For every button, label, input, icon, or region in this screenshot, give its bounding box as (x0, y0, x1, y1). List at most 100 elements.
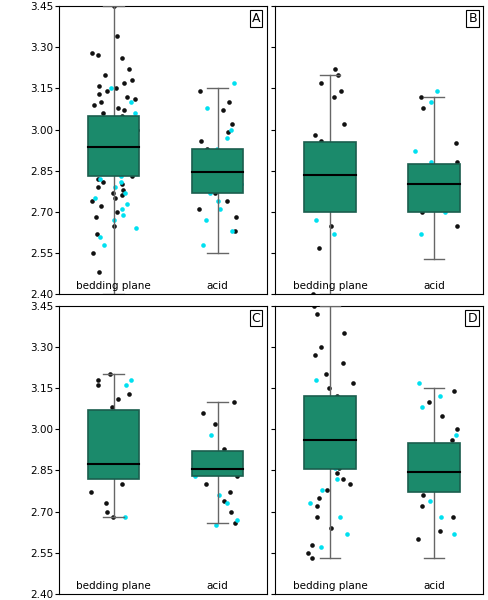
Point (323, 485, 331, 494)
Point (95, 375, 102, 385)
Point (109, 119, 117, 129)
Point (196, 86, 203, 96)
Point (118, 479, 125, 489)
Point (453, 221, 461, 230)
Point (99, 177, 107, 187)
Point (95, 268, 102, 277)
Point (202, 479, 210, 489)
Point (202, 215, 210, 225)
Point (112, 83, 120, 93)
Point (453, 166, 461, 176)
Point (346, 479, 354, 489)
Point (225, 97, 233, 107)
Point (325, 383, 333, 393)
Point (435, 466, 443, 475)
Point (220, 463, 227, 473)
Bar (88, 116, 140, 176)
Point (450, 529, 458, 538)
Point (313, 375, 321, 385)
Point (333, 474, 341, 484)
Point (338, 191, 346, 200)
Point (443, 446, 450, 456)
Point (111, 193, 119, 203)
Point (418, 502, 426, 511)
Point (103, 144, 111, 154)
Point (326, 152, 334, 162)
Point (220, 496, 228, 505)
Point (91, 193, 99, 203)
Point (452, 139, 460, 148)
Point (125, 64, 133, 74)
Point (447, 457, 455, 467)
Point (89, 248, 97, 258)
Point (329, 229, 337, 239)
Point (112, 158, 120, 167)
Point (103, 507, 111, 517)
Point (119, 169, 127, 178)
Point (331, 397, 339, 407)
Point (116, 158, 124, 167)
Point (131, 146, 139, 156)
Point (108, 403, 116, 412)
Point (97, 202, 105, 211)
Point (214, 460, 222, 470)
Point (198, 182, 205, 192)
Point (313, 512, 321, 522)
Point (314, 205, 322, 214)
Point (119, 205, 126, 214)
Point (96, 441, 103, 451)
Point (325, 160, 333, 170)
Point (207, 174, 215, 184)
Point (427, 496, 434, 505)
Point (202, 169, 209, 178)
Point (118, 179, 125, 189)
Point (118, 163, 125, 173)
Point (106, 169, 114, 178)
Point (418, 403, 426, 412)
Point (412, 191, 420, 200)
Point (229, 152, 237, 162)
Point (417, 229, 425, 239)
Point (311, 441, 319, 451)
Point (226, 488, 234, 497)
Point (311, 350, 319, 360)
Point (333, 469, 341, 478)
Point (436, 392, 444, 401)
Point (236, 452, 244, 461)
Point (125, 155, 133, 164)
Point (101, 240, 108, 250)
Bar (88, 410, 140, 479)
Point (89, 116, 97, 126)
Point (115, 471, 122, 481)
Text: bedding plane: bedding plane (76, 581, 151, 591)
Point (117, 177, 125, 187)
Point (104, 466, 112, 475)
Point (131, 108, 139, 118)
Point (336, 463, 344, 473)
Text: C: C (252, 311, 261, 325)
Point (206, 188, 214, 197)
Point (119, 111, 126, 121)
Point (112, 133, 120, 143)
Point (426, 177, 434, 187)
Point (118, 466, 126, 475)
Point (94, 174, 102, 184)
Point (419, 474, 427, 484)
Point (211, 419, 219, 428)
Point (333, 392, 341, 401)
Point (113, 130, 121, 140)
Point (116, 460, 123, 470)
Point (334, 457, 342, 467)
Bar (408, 164, 460, 212)
Point (411, 146, 419, 156)
Point (111, 114, 119, 124)
Point (318, 485, 325, 494)
Point (115, 103, 122, 112)
Point (341, 191, 348, 200)
Point (201, 160, 209, 170)
Point (313, 502, 321, 511)
Point (95, 89, 103, 98)
Point (230, 397, 238, 407)
Point (317, 342, 325, 352)
Point (102, 149, 110, 159)
